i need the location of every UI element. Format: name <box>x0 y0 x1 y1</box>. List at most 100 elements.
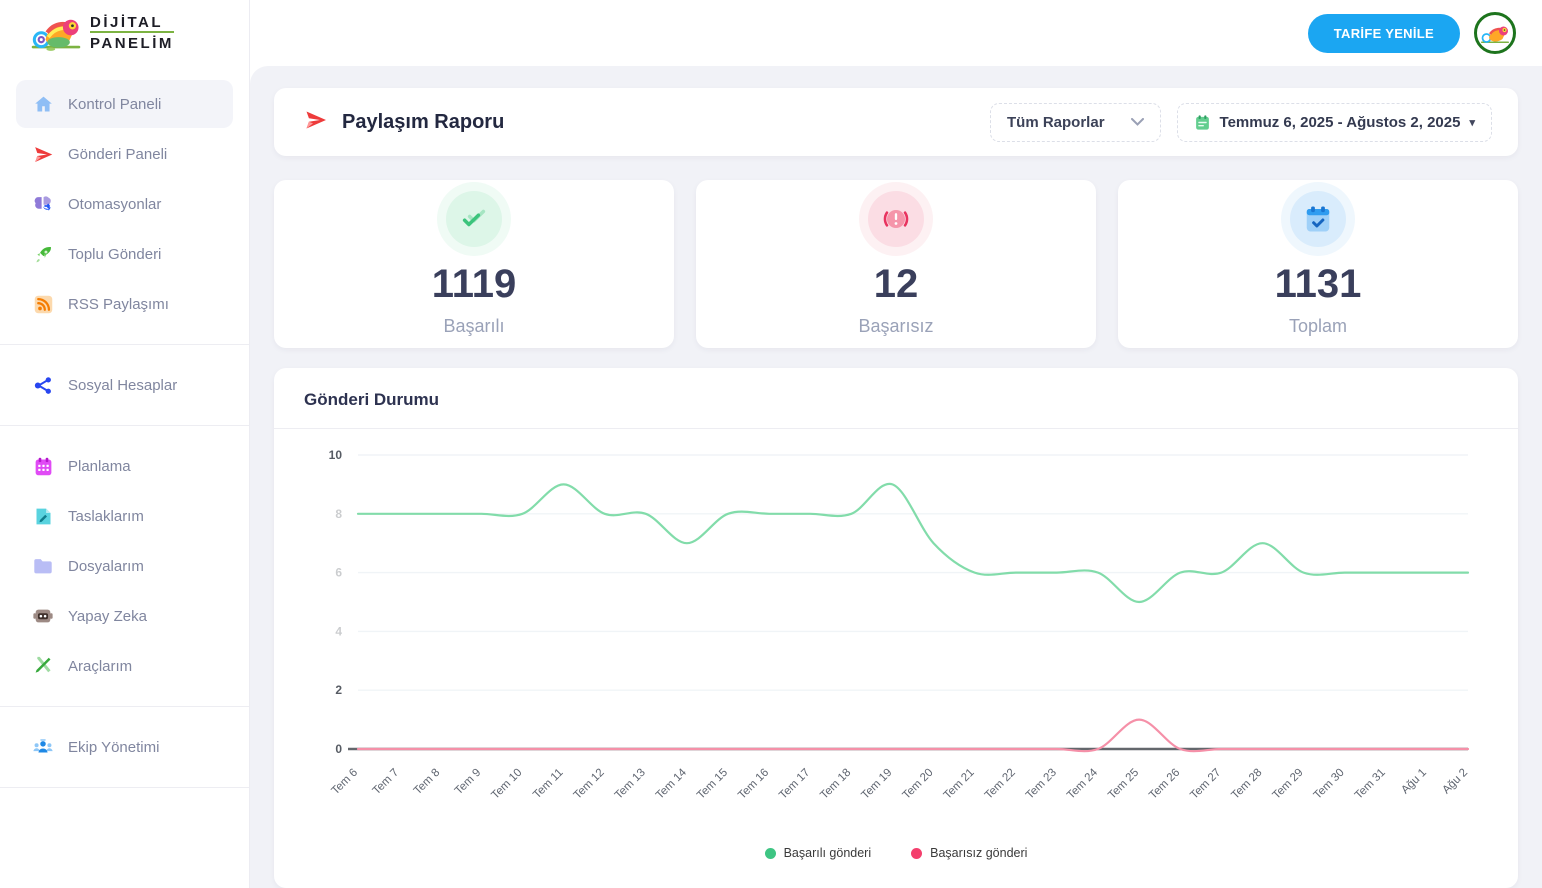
calendar-check-icon <box>1290 191 1346 247</box>
sidebar-item-ekip-yonetimi[interactable]: Ekip Yönetimi <box>16 723 233 771</box>
stat-value-toplam: 1131 <box>1274 262 1362 306</box>
stat-label-basarisiz: Başarısız <box>858 316 934 336</box>
paper-plane-icon <box>32 143 54 165</box>
svg-text:Ağu 1: Ağu 1 <box>1399 767 1429 797</box>
svg-text:8: 8 <box>335 507 342 521</box>
svg-text:Tem 22: Tem 22 <box>983 767 1018 802</box>
stats-row: 1119 Başarılı 12 Başarısız <box>274 180 1518 348</box>
svg-text:Tem 7: Tem 7 <box>371 767 402 798</box>
sidebar-item-gonderi-paneli[interactable]: Gönderi Paneli <box>16 130 233 178</box>
chart-title: Gönderi Durumu <box>304 390 440 409</box>
chart-body: 0 2 4 6 8 10 Tem 6 Tem 7 Tem 8 Tem 9 Tem 10 Tem 11 T… <box>274 429 1518 860</box>
sidebar-item-rss-paylasimi[interactable]: RSS Paylaşımı <box>16 280 233 328</box>
stat-label-toplam: Toplam <box>1288 316 1348 336</box>
svg-text:Tem 16: Tem 16 <box>736 767 771 802</box>
svg-text:Tem 6: Tem 6 <box>329 767 360 798</box>
stat-card-basarisiz: 12 Başarısız <box>696 180 1096 348</box>
svg-text:Tem 24: Tem 24 <box>1065 766 1101 802</box>
svg-text:Tem 30: Tem 30 <box>1312 767 1347 802</box>
svg-text:Tem 14: Tem 14 <box>654 766 690 802</box>
svg-text:Tem 27: Tem 27 <box>1188 767 1223 802</box>
sidebar-divider <box>0 344 249 345</box>
svg-text:Tem 11: Tem 11 <box>531 767 566 802</box>
robot-icon <box>32 605 54 627</box>
svg-text:Tem 18: Tem 18 <box>818 767 853 802</box>
svg-text:Tem 10: Tem 10 <box>489 767 524 802</box>
chart-header: Gönderi Durumu <box>274 368 1518 429</box>
svg-text:Tem 20: Tem 20 <box>901 767 936 802</box>
svg-text:2: 2 <box>335 683 342 697</box>
draft-note-icon <box>32 505 54 527</box>
sidebar-item-planlama[interactable]: Planlama <box>16 442 233 490</box>
stat-value-basarili: 1119 <box>431 262 517 306</box>
svg-text:Tem 15: Tem 15 <box>695 767 730 802</box>
report-type-select[interactable]: Tüm Raporlar <box>990 102 1161 142</box>
svg-text:Tem 28: Tem 28 <box>1229 767 1264 802</box>
renew-plan-button[interactable]: TARİFE YENİLE <box>1307 13 1460 53</box>
alert-icon <box>868 191 924 247</box>
sidebar-item-dosyalarim[interactable]: Dosyalarım <box>16 542 233 590</box>
topbar: TARİFE YENİLE <box>250 0 1542 66</box>
caret-down-icon: ▾ <box>1469 116 1475 129</box>
legend-item-basarisiz[interactable]: Başarısız gönderi <box>911 846 1027 860</box>
sidebar-item-toplu-gonderi[interactable]: Toplu Gönderi <box>16 230 233 278</box>
user-avatar[interactable] <box>1474 12 1516 54</box>
team-icon <box>32 736 54 758</box>
svg-text:Tem 19: Tem 19 <box>859 767 894 802</box>
sidebar-item-kontrol-paneli[interactable]: Kontrol Paneli <box>16 80 233 128</box>
svg-text:Tem 26: Tem 26 <box>1147 767 1182 802</box>
svg-text:Tem 9: Tem 9 <box>453 767 484 798</box>
svg-text:0: 0 <box>335 742 342 756</box>
sidebar-item-araclarim[interactable]: Araçlarım <box>16 642 233 690</box>
brand-logo[interactable]: DİJİTAL PANELİM <box>0 0 249 66</box>
svg-text:Tem 25: Tem 25 <box>1106 767 1141 802</box>
svg-text:Tem 29: Tem 29 <box>1271 767 1306 802</box>
svg-text:Tem 23: Tem 23 <box>1024 767 1059 802</box>
legend-item-basarili[interactable]: Başarılı gönderi <box>764 846 871 860</box>
share-nodes-icon <box>32 374 54 396</box>
chart-card: Gönderi Durumu 0 2 4 6 8 10 Tem 6 Tem 7 Tem 8 Tem… <box>274 368 1518 888</box>
svg-text:Tem 8: Tem 8 <box>412 767 443 798</box>
sidebar-item-yapay-zeka[interactable]: Yapay Zeka <box>16 592 233 640</box>
svg-text:10: 10 <box>329 448 343 462</box>
brand-wordmark: DİJİTAL PANELİM <box>90 13 174 52</box>
sidebar-item-otomasyonlar[interactable]: Otomasyonlar <box>16 180 233 228</box>
report-header-card: Paylaşım Raporu Tüm Raporlar Temmuz 6, 2… <box>274 88 1518 156</box>
folder-icon <box>32 555 54 577</box>
date-range-picker[interactable]: Temmuz 6, 2025 - Ağustos 2, 2025 ▾ <box>1176 102 1492 142</box>
sidebar-nav: Kontrol Paneli Gönderi Paneli Otoma <box>0 66 249 788</box>
svg-text:Ağu 2: Ağu 2 <box>1440 767 1470 797</box>
svg-text:Tem 21: Tem 21 <box>942 767 977 802</box>
sidebar-divider <box>0 425 249 426</box>
stat-value-basarisiz: 12 <box>873 262 919 306</box>
sidebar-item-taslaklarim[interactable]: Taslaklarım <box>16 492 233 540</box>
chart-legend: Başarılı gönderi Başarısız gönderi <box>298 846 1494 860</box>
stat-card-basarili: 1119 Başarılı <box>274 180 674 348</box>
legend-dot-pink <box>911 847 923 859</box>
svg-text:6: 6 <box>335 566 342 580</box>
main-content: Paylaşım Raporu Tüm Raporlar Temmuz 6, 2… <box>250 66 1542 888</box>
svg-text:Tem 17: Tem 17 <box>777 767 812 802</box>
svg-text:4: 4 <box>335 624 342 638</box>
svg-text:Tem 13: Tem 13 <box>613 767 648 802</box>
brain-automation-icon <box>32 193 54 215</box>
tools-icon <box>32 655 54 677</box>
legend-dot-green <box>764 847 776 859</box>
avatar-chameleon-icon <box>1481 26 1509 43</box>
sidebar-divider <box>0 787 249 788</box>
page-title: Paylaşım Raporu <box>342 110 505 133</box>
sidebar-divider <box>0 706 249 707</box>
sidebar-item-sosyal-hesaplar[interactable]: Sosyal Hesaplar <box>16 361 233 409</box>
calendar-icon <box>1195 114 1209 130</box>
sidebar: DİJİTAL PANELİM Kontrol Paneli Gönderi P… <box>0 0 250 888</box>
chevron-down-icon <box>1130 118 1144 126</box>
rocket-icon <box>32 243 54 265</box>
rss-icon <box>32 293 54 315</box>
paper-plane-icon <box>304 108 328 137</box>
chameleon-logo-icon <box>30 9 82 58</box>
calendar-icon <box>32 455 54 477</box>
stat-card-toplam: 1131 Toplam <box>1118 180 1518 348</box>
home-icon <box>32 93 54 115</box>
svg-text:Tem 12: Tem 12 <box>572 767 607 802</box>
